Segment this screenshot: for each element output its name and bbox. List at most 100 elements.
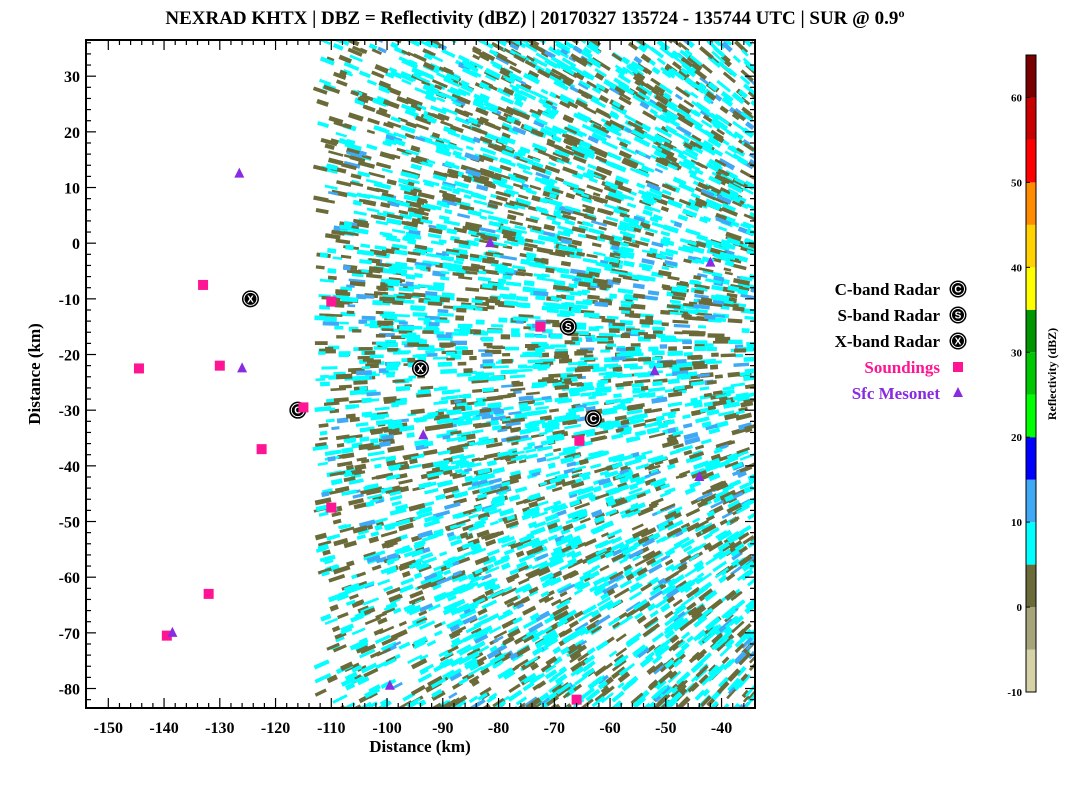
reflectivity-echo [671,295,686,301]
reflectivity-echo [643,333,657,339]
reflectivity-echo [682,346,692,350]
reflectivity-echo [581,197,593,204]
reflectivity-echo [583,214,597,222]
reflectivity-echo [392,300,404,306]
reflectivity-echo [703,392,713,398]
reflectivity-echo [469,650,480,660]
reflectivity-echo [553,279,566,286]
reflectivity-echo [368,691,378,699]
reflectivity-echo [538,208,549,215]
reflectivity-echo [360,243,371,249]
reflectivity-echo [454,468,463,474]
reflectivity-echo [327,593,341,603]
reflectivity-echo [684,384,694,390]
reflectivity-echo [659,344,668,349]
reflectivity-echo [468,675,480,684]
reflectivity-echo [727,531,741,542]
reflectivity-echo [664,488,673,494]
reflectivity-echo [642,209,653,217]
reflectivity-echo [346,268,362,275]
reflectivity-echo [343,582,360,592]
reflectivity-echo [372,97,388,108]
reflectivity-echo [407,357,416,363]
reflectivity-echo [727,285,740,292]
y-tick-label: 30 [64,69,80,86]
reflectivity-echo [553,525,564,533]
reflectivity-echo [535,354,543,358]
reflectivity-echo [409,201,422,209]
reflectivity-echo [680,595,695,607]
reflectivity-echo [396,295,412,300]
reflectivity-echo [405,281,414,287]
reflectivity-echo [509,473,522,482]
reflectivity-echo [467,116,479,125]
reflectivity-echo [669,613,679,622]
reflectivity-echo [366,273,382,279]
reflectivity-echo [717,541,730,552]
reflectivity-echo [389,466,399,472]
reflectivity-echo [418,40,433,48]
reflectivity-echo [613,77,630,90]
reflectivity-echo [319,555,333,563]
reflectivity-echo [433,170,448,179]
reflectivity-echo [679,608,692,619]
reflectivity-echo [620,419,630,426]
reflectivity-echo [452,150,463,158]
reflectivity-echo [664,610,674,619]
reflectivity-echo [343,61,353,69]
reflectivity-echo [573,579,585,589]
reflectivity-echo [709,669,718,678]
reflectivity-echo [486,345,504,349]
reflectivity-echo [694,283,710,290]
reflectivity-echo [666,304,681,309]
reflectivity-echo [479,215,488,220]
x-tick-label: -130 [205,720,234,737]
reflectivity-echo [600,592,610,601]
reflectivity-echo [736,371,751,377]
reflectivity-echo [360,487,378,495]
reflectivity-echo [467,209,482,217]
reflectivity-echo [545,656,558,667]
reflectivity-echo [674,385,685,391]
reflectivity-echo [726,130,738,139]
reflectivity-echo [444,208,453,215]
reflectivity-echo [554,414,571,422]
reflectivity-echo [517,198,532,206]
reflectivity-echo [468,523,485,532]
reflectivity-echo [477,492,488,500]
reflectivity-echo [590,609,600,618]
reflectivity-echo [497,667,514,680]
reflectivity-echo [613,587,630,599]
reflectivity-echo [412,53,427,63]
reflectivity-echo [522,618,538,629]
reflectivity-echo [466,462,482,469]
reflectivity-echo [519,434,529,440]
reflectivity-echo [625,635,640,648]
reflectivity-echo [323,316,337,322]
reflectivity-echo [539,343,549,347]
reflectivity-echo [509,450,525,457]
reflectivity-echo [677,562,688,572]
reflectivity-echo [338,589,352,598]
reflectivity-echo [668,311,684,316]
reflectivity-echo [594,72,605,81]
reflectivity-echo [660,503,676,512]
reflectivity-echo [484,67,501,79]
reflectivity-echo [503,406,514,411]
reflectivity-echo [586,80,598,89]
colorbar-bin [1026,479,1036,523]
reflectivity-echo [388,429,400,436]
reflectivity-echo [738,525,752,535]
reflectivity-echo [670,562,682,572]
reflectivity-echo [412,636,428,647]
reflectivity-echo [604,180,615,188]
reflectivity-echo [447,645,459,654]
reflectivity-echo [702,140,714,150]
reflectivity-echo [324,184,338,191]
reflectivity-echo [433,331,445,335]
reflectivity-echo [497,610,514,621]
reflectivity-echo [740,69,754,82]
reflectivity-echo [574,502,591,510]
reflectivity-echo [591,242,602,248]
reflectivity-echo [558,244,576,253]
